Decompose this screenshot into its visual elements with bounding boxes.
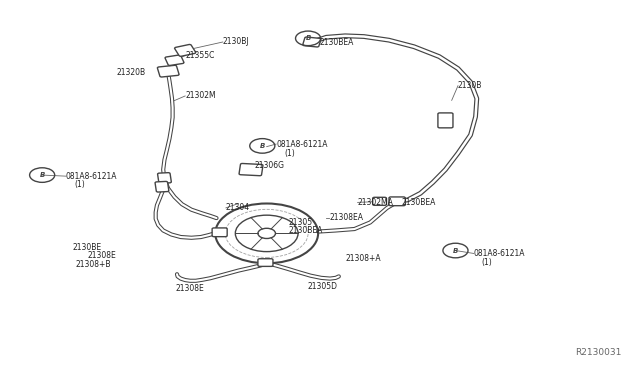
Text: 21308+A: 21308+A xyxy=(345,254,381,263)
Text: 081A8-6121A: 081A8-6121A xyxy=(66,171,118,181)
Text: 21320B: 21320B xyxy=(116,68,145,77)
Text: B: B xyxy=(260,143,265,149)
FancyBboxPatch shape xyxy=(157,65,179,77)
Text: 2130BEA: 2130BEA xyxy=(401,198,436,207)
Text: 2130BJ: 2130BJ xyxy=(223,38,250,46)
Text: 2130B: 2130B xyxy=(458,81,483,90)
FancyBboxPatch shape xyxy=(258,259,273,266)
Text: (1): (1) xyxy=(482,258,493,267)
Text: 21355C: 21355C xyxy=(185,51,214,60)
Text: 21305D: 21305D xyxy=(307,282,337,291)
FancyBboxPatch shape xyxy=(165,55,184,65)
Text: 21308+B: 21308+B xyxy=(76,260,111,269)
FancyBboxPatch shape xyxy=(157,173,172,183)
Text: 2130BEA: 2130BEA xyxy=(320,38,355,47)
Text: 21308E: 21308E xyxy=(88,251,116,260)
FancyBboxPatch shape xyxy=(372,197,387,205)
Text: B: B xyxy=(452,247,458,254)
Text: 2130BEA: 2130BEA xyxy=(289,226,323,235)
FancyBboxPatch shape xyxy=(212,228,227,237)
FancyBboxPatch shape xyxy=(389,197,405,206)
FancyBboxPatch shape xyxy=(303,37,321,47)
FancyBboxPatch shape xyxy=(175,45,196,56)
Text: B: B xyxy=(305,35,311,41)
Text: 21302M: 21302M xyxy=(185,92,216,100)
Text: 081A8-6121A: 081A8-6121A xyxy=(276,140,328,148)
Text: 081A8-6121A: 081A8-6121A xyxy=(474,249,525,258)
Text: B: B xyxy=(40,172,45,178)
Text: 21308EA: 21308EA xyxy=(330,213,364,222)
Text: 2130BE: 2130BE xyxy=(72,244,101,253)
Text: R2130031: R2130031 xyxy=(575,348,621,357)
Text: 21306G: 21306G xyxy=(254,161,284,170)
FancyBboxPatch shape xyxy=(155,182,169,192)
Text: (1): (1) xyxy=(284,149,295,158)
Text: 21308E: 21308E xyxy=(176,284,205,293)
Text: (1): (1) xyxy=(74,180,85,189)
FancyBboxPatch shape xyxy=(438,113,453,128)
Text: 21304: 21304 xyxy=(226,203,250,212)
Text: 21302MA: 21302MA xyxy=(358,198,394,207)
FancyBboxPatch shape xyxy=(239,163,263,176)
Text: 21305: 21305 xyxy=(289,218,313,227)
